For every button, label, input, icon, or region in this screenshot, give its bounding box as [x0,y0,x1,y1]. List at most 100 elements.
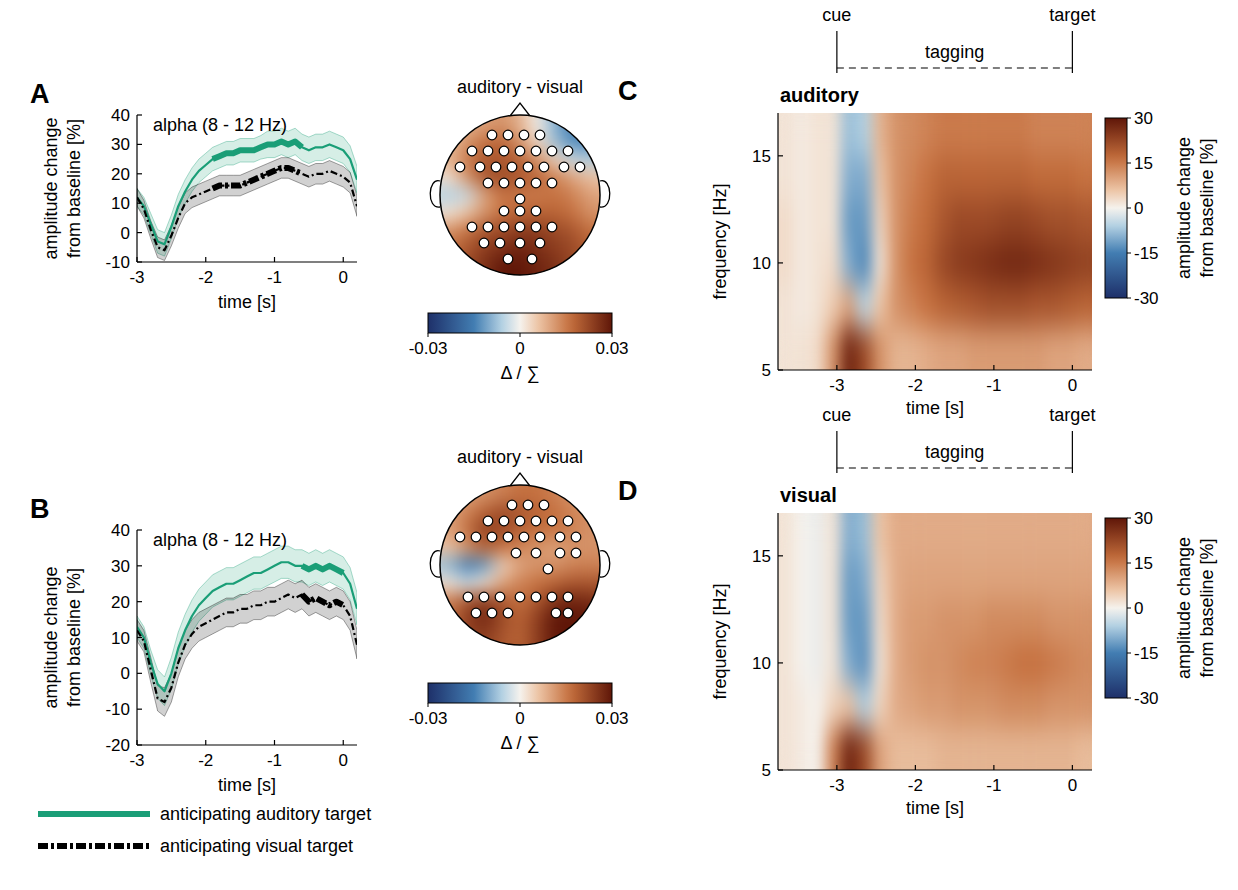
heatmap-cell [1014,284,1030,327]
heatmap-cell [872,113,888,156]
heatmap-cell [1014,513,1030,556]
x-tick-label: -3 [129,268,144,287]
legend-swatch [38,843,150,849]
topomap-area [440,485,601,646]
heatmap-cell [1076,327,1092,370]
colorbar-tick [1127,698,1131,699]
electrode [531,146,541,156]
y-tick [137,601,142,602]
electrode [523,500,533,510]
heatmap-cell [998,113,1014,156]
heatmap-cell [872,684,888,727]
topomap-cell [511,186,529,204]
heatmap-cell [951,599,967,642]
heatmap-cell [951,113,967,156]
heatmap-cell [841,513,857,556]
heatmap-cell [1061,199,1077,242]
topomap-cell [493,222,511,240]
electrode [515,222,525,232]
heatmap-cell [904,242,920,285]
x-tick-label: -1 [986,776,1001,795]
heatmap-cell [1045,642,1061,685]
heatmap-cell [1045,727,1061,770]
heatmap-cell [794,513,810,556]
heatmap-cell [1061,513,1077,556]
heatmap-cell [935,242,951,285]
heatmap-cell [857,599,873,642]
heatmap-cell [919,327,935,370]
y-tick-label: 5 [762,761,771,780]
heatmap-cell [1076,556,1092,599]
heatmap-cell [919,156,935,199]
colorbar [428,313,612,333]
x-tick [1072,365,1073,370]
topomap-cell [529,592,547,610]
topomap-cell [511,556,529,574]
topomap-cell [582,556,600,574]
heatmap-cell [1029,684,1045,727]
heatmap-cell [872,199,888,242]
y-axis [777,113,778,370]
colorbar-tick-label: 15 [1134,154,1153,173]
topomap-cell [511,204,529,222]
y-tick [137,203,142,204]
x-axis [137,261,357,262]
series-line [137,168,357,250]
heatmap-cell [888,327,904,370]
electrode [559,162,569,172]
heatmap-cell [825,556,841,599]
heatmap-cell [904,327,920,370]
heatmap-cell [982,327,998,370]
y-tick-label: 0 [121,664,130,683]
heatmap-cell [982,156,998,199]
y-tick [778,769,783,770]
colorbar-tick [1127,518,1131,519]
heatmap-cell [904,642,920,685]
colorbar-tick-label: 30 [1134,509,1153,528]
heatmap-cell [966,727,982,770]
x-axis [137,744,357,745]
x-tick [836,365,837,370]
axis-title-line: from baseline [%] [64,119,84,258]
heatmap-cell [919,513,935,556]
heatmap-cell [1014,199,1030,242]
heatmap-cell [1045,684,1061,727]
axis-title-line: from baseline [%] [64,568,84,707]
electrode [467,222,477,232]
x-tick [205,740,206,745]
electrode [563,516,573,526]
colorbar-tick [1127,653,1131,654]
heatmap-cell [1029,727,1045,770]
colorbar-tick-label: -30 [1134,289,1159,308]
topomap-cell [458,574,476,592]
topomap-cell [493,592,511,610]
heatmap-cell [919,199,935,242]
heatmap-cell [951,242,967,285]
heatmap-cell [1045,284,1061,327]
heatmap-cell [1029,199,1045,242]
heatmap-cell [966,284,982,327]
colorbar-tick [428,333,429,337]
x-tick-label: -3 [829,776,844,795]
topomap-cells [440,485,601,646]
heatmap-cell [1045,513,1061,556]
heatmap-cell [825,684,841,727]
heatmap-cell [1061,113,1077,156]
heatmap-cell [888,113,904,156]
background [0,0,1238,890]
heatmap-cell [825,199,841,242]
y-tick-label: -10 [105,253,130,272]
heatmap-cell [966,327,982,370]
heatmap-cell [935,599,951,642]
electrode [531,206,541,216]
heatmap-cell [825,284,841,327]
topomap-cell [458,222,476,240]
heatmap-cell [1045,599,1061,642]
plot-title: alpha (8 - 12 Hz) [153,530,287,550]
heatmap-cell [888,684,904,727]
heatmap-cell [904,513,920,556]
heatmap-cell [872,556,888,599]
electrode [543,564,553,574]
heatmap-cell [857,327,873,370]
heatmap-cell [841,642,857,685]
